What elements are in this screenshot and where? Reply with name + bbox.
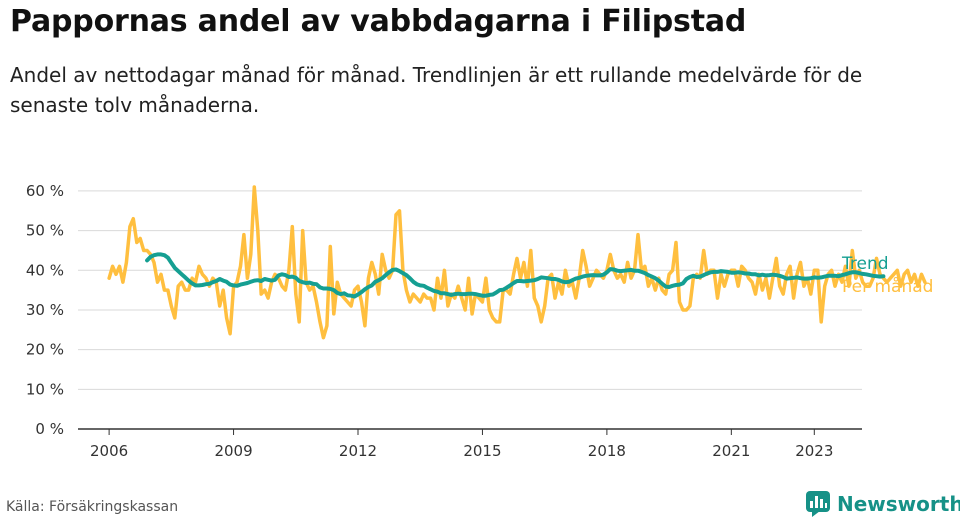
- x-tick-label: 2018: [588, 442, 626, 460]
- y-tick-label: 40 %: [26, 261, 64, 279]
- brand-logo[interactable]: Newsworthy: [806, 490, 960, 518]
- y-tick-label: 20 %: [26, 341, 64, 359]
- newsworthy-logo-icon: [806, 491, 830, 517]
- x-tick-label: 2006: [90, 442, 128, 460]
- y-tick-label: 50 %: [26, 222, 64, 240]
- y-tick-label: 10 %: [26, 380, 64, 398]
- y-tick-label: 30 %: [26, 301, 64, 319]
- y-tick-label: 60 %: [26, 182, 64, 200]
- x-tick-label: 2012: [339, 442, 377, 460]
- x-tick-label: 2015: [463, 442, 501, 460]
- series-lines: [107, 185, 927, 340]
- brand-name: Newsworthy: [837, 492, 960, 516]
- legend-label-trend: Trend: [841, 254, 889, 274]
- x-tick-label: 2009: [214, 442, 252, 460]
- trend-series-line: [145, 252, 886, 299]
- monthly-series-line: [107, 185, 927, 340]
- source-note: Källa: Försäkringskassan: [6, 499, 179, 515]
- chart-subtitle: Andel av nettodagar månad för månad. Tre…: [10, 63, 863, 117]
- x-tick-label: 2023: [795, 442, 833, 460]
- chart-title: Pappornas andel av vabbdagarna i Filipst…: [10, 4, 747, 39]
- legend-label-monthly: Per månad: [842, 276, 933, 297]
- line-chart: 0 % 10 % 20 % 30 % 40 % 50 % 60 % 2006 2009 2012…: [26, 182, 934, 460]
- y-axis-tick-labels: 0 % 10 % 20 % 30 % 40 % 50 % 60 %: [26, 182, 64, 438]
- x-axis-ticks: 2006 2009 2012 2015 2018 2021 2023: [90, 429, 833, 460]
- x-tick-label: 2021: [712, 442, 750, 460]
- y-tick-label: 0 %: [35, 420, 64, 438]
